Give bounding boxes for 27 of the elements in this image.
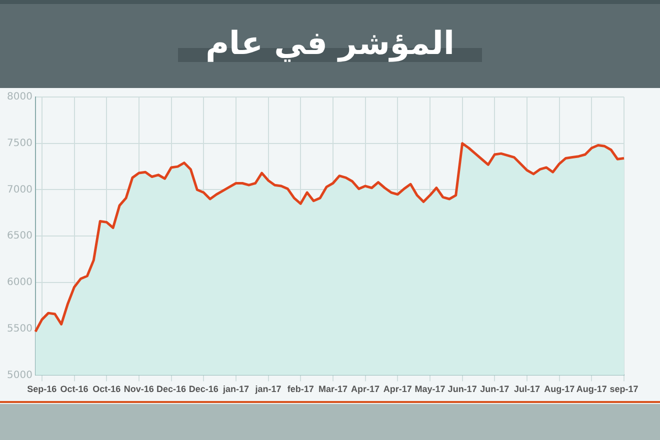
y-tick-label: 7500: [6, 138, 32, 149]
x-tick-label: Oct-16: [92, 384, 121, 394]
x-tick-label: Mar-17: [318, 384, 348, 394]
x-tick-label: feb-17: [287, 384, 314, 394]
x-tick-label: Dec-16: [156, 384, 186, 394]
y-tick-label: 6500: [6, 230, 32, 242]
y-tick-label: 8000: [6, 92, 32, 103]
x-tick-label: Dec-16: [188, 384, 218, 394]
x-tick-label: Jun-17: [480, 384, 510, 394]
y-tick-label: 7000: [6, 184, 32, 196]
x-tick-label: Aug-17: [544, 384, 575, 394]
chart-title: المؤشر في عام: [204, 24, 456, 62]
x-tick-label: Apr-17: [351, 384, 380, 394]
x-tick-label: Oct-16: [60, 384, 88, 394]
x-tick-label: May-17: [414, 384, 446, 394]
x-tick-label: Jul-17: [514, 384, 540, 394]
x-tick-label: Jun-17: [448, 384, 477, 394]
y-tick-label: 5000: [6, 370, 32, 381]
y-tick-label: 5500: [6, 323, 32, 334]
x-tick-label: Aug-17: [576, 384, 607, 394]
x-tick-label: jan-17: [222, 384, 249, 394]
x-tick-label: sep-17: [610, 384, 638, 394]
x-tick-label: Sep-16: [27, 384, 57, 394]
y-tick-label: 6000: [6, 277, 32, 288]
x-tick-label: jan-17: [254, 384, 282, 394]
x-tick-label: Apr-17: [383, 384, 412, 394]
x-tick-label: Nov-16: [124, 384, 154, 394]
